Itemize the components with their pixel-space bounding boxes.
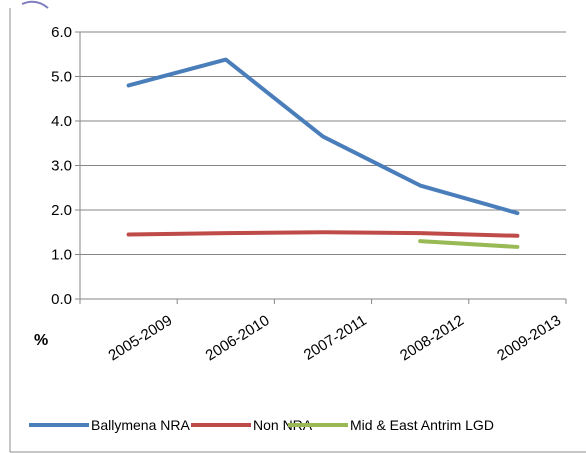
series-line-0 — [126, 57, 520, 216]
y-axis-tick-labels: 0.0 1.0 2.0 3.0 4.0 5.0 6.0 — [51, 24, 72, 308]
legend-label: Mid & East Antrim LGD — [350, 417, 494, 433]
x-axis-tick-labels: 2005-2009 2006-2010 2007-2011 2008-2012 2009… — [105, 312, 564, 364]
y-tick-label: 1.0 — [51, 247, 72, 264]
y-tick-label: 3.0 — [51, 158, 72, 175]
legend-label: Ballymena NRA — [91, 417, 190, 433]
x-tick-label: 2008-2012 — [397, 312, 467, 364]
x-tick-label: 2006-2010 — [203, 312, 273, 364]
axes — [75, 31, 567, 304]
y-tick-label: 5.0 — [51, 69, 72, 86]
series-line-1 — [126, 230, 520, 238]
y-axis-label: % — [34, 332, 48, 349]
chart-frame — [9, 8, 586, 453]
x-tick-label: 2009-2013 — [494, 312, 564, 364]
y-tick-label: 0.0 — [51, 291, 72, 308]
y-tick-label: 2.0 — [51, 202, 72, 219]
legend-label: Non NRA — [253, 417, 313, 433]
y-tick-label: 6.0 — [51, 24, 72, 41]
title-fragment-decoration — [21, 0, 49, 9]
series-line-2 — [418, 239, 520, 249]
legend: Ballymena NRA Non NRA Mid & East Antrim LG… — [29, 417, 494, 433]
x-tick-label: 2005-2009 — [105, 312, 175, 364]
x-tick-label: 2007-2011 — [301, 312, 370, 364]
gridlines — [80, 31, 566, 255]
series-lines — [126, 57, 520, 249]
y-tick-label: 4.0 — [51, 113, 72, 130]
